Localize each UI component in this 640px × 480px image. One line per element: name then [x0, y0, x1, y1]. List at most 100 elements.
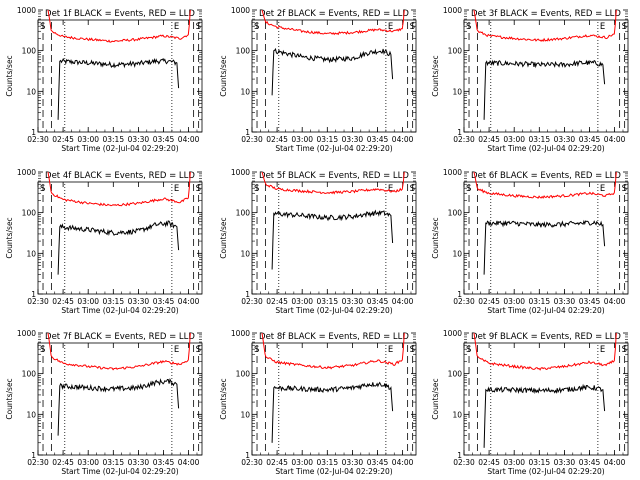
y-tick-label: 1000 [17, 6, 36, 15]
plot-frame [251, 181, 417, 295]
y-tick-label: 1 [31, 128, 36, 137]
x-tick-label: 03:30 [342, 297, 364, 306]
y-tick-label: 10 [240, 410, 250, 419]
x-tick-label: 03:00 [291, 297, 313, 306]
y-axis-label: Counts/sec [219, 217, 228, 258]
x-tick-label: 03:15 [102, 297, 124, 306]
y-tick-label: 1000 [231, 329, 250, 338]
x-tick-label: 03:30 [128, 458, 150, 467]
x-tick-label: 03:30 [554, 297, 576, 306]
x-tick-label: 03:30 [554, 135, 576, 144]
y-tick-label: 10 [452, 249, 462, 258]
y-tick-label: 10 [452, 410, 462, 419]
x-tick-label: 03:45 [579, 297, 601, 306]
x-axis-label: Start Time (02-Jul-04 02:29:20) [487, 306, 604, 315]
lld-series-line [47, 171, 191, 207]
y-tick-label: 100 [448, 47, 463, 56]
x-tick-label: 02:30 [241, 297, 263, 306]
plot-frame [251, 19, 417, 133]
y-tick-label: 1 [245, 290, 250, 299]
flag-label: S [40, 22, 45, 32]
detector-panel-3: Det 3f BLACK = Events, RED = LLD 1 10 100 10… [431, 6, 629, 153]
flag-label: E [174, 184, 179, 194]
x-tick-label: 03:00 [291, 458, 313, 467]
x-tick-label: 02:45 [52, 458, 74, 467]
y-axis-label: Counts/sec [431, 217, 440, 258]
panel-title: Det 7f BLACK = Events, RED = LLD [45, 332, 195, 342]
y-axis-label: Counts/sec [5, 55, 14, 96]
detector-panel-9: Det 9f BLACK = Events, RED = LLD 1 10 100 10… [431, 329, 629, 476]
y-tick-label: 1000 [17, 329, 36, 338]
lld-series-line [47, 332, 191, 371]
x-tick-label: 03:00 [503, 135, 525, 144]
x-tick-label: 04:00 [178, 297, 200, 306]
detector-panel-8: Det 8f BLACK = Events, RED = LLD 1 10 100 10… [219, 329, 417, 476]
x-tick-label: 04:00 [604, 297, 626, 306]
x-axis-label: Start Time (02-Jul-04 02:29:20) [275, 306, 392, 315]
y-tick-label: 100 [236, 47, 251, 56]
flag-label: S [466, 345, 471, 355]
lld-series-line [261, 171, 405, 195]
y-tick-label: 10 [26, 87, 36, 96]
y-tick-label: 100 [236, 209, 251, 218]
y-axis-label: Counts/sec [5, 217, 14, 258]
events-series-line [271, 47, 394, 96]
y-tick-label: 100 [448, 209, 463, 218]
plot-frame [463, 181, 629, 295]
flag-label: S [254, 184, 259, 194]
x-tick-label: 03:30 [342, 135, 364, 144]
events-series-line [57, 57, 180, 120]
x-tick-label: 03:00 [503, 458, 525, 467]
y-tick-label: 100 [22, 47, 37, 56]
x-tick-label: 02:45 [266, 458, 288, 467]
y-tick-label: 1 [457, 290, 462, 299]
flag-label: S [622, 22, 627, 32]
x-tick-label: 02:45 [266, 297, 288, 306]
panel-title: Det 1f BLACK = Events, RED = LLD [45, 9, 195, 19]
detector-panel-6: Det 6f BLACK = Events, RED = LLD 1 10 100 10… [431, 168, 629, 315]
x-tick-label: 03:30 [342, 458, 364, 467]
flag-label: E [600, 22, 605, 32]
detector-panel-2: Det 2f BLACK = Events, RED = LLD 1 10 100 10… [219, 6, 417, 153]
flag-label: E [600, 184, 605, 194]
x-axis-label: Start Time (02-Jul-04 02:29:20) [487, 467, 604, 476]
x-tick-label: 04:00 [604, 458, 626, 467]
x-axis-label: Start Time (02-Jul-04 02:29:20) [275, 467, 392, 476]
x-tick-label: 03:15 [316, 297, 338, 306]
flag-label: S [410, 345, 415, 355]
x-tick-label: 03:15 [102, 135, 124, 144]
x-tick-label: 03:15 [528, 297, 550, 306]
x-tick-label: 03:15 [316, 135, 338, 144]
x-tick-label: 03:15 [102, 458, 124, 467]
flag-label: S [40, 345, 45, 355]
x-tick-label: 03:00 [503, 297, 525, 306]
panel-title: Det 4f BLACK = Events, RED = LLD [45, 171, 195, 181]
x-tick-label: 04:00 [178, 458, 200, 467]
y-tick-label: 100 [22, 209, 37, 218]
flag-label: S [196, 345, 201, 355]
plot-frame [463, 19, 629, 133]
y-tick-label: 1 [245, 451, 250, 460]
x-axis-label: Start Time (02-Jul-04 02:29:20) [61, 144, 178, 153]
y-tick-label: 10 [26, 249, 36, 258]
y-tick-label: 1000 [443, 329, 462, 338]
flag-label: S [622, 184, 627, 194]
detector-panel-4: Det 4f BLACK = Events, RED = LLD 1 10 100 10… [5, 168, 203, 315]
x-tick-label: 02:45 [478, 458, 500, 467]
lld-series-line [261, 332, 405, 370]
y-tick-label: 1000 [231, 6, 250, 15]
flag-label: E [388, 345, 393, 355]
x-tick-label: 03:45 [153, 297, 175, 306]
events-series-line [57, 220, 180, 275]
plot-frame [37, 342, 203, 456]
y-tick-label: 1 [31, 290, 36, 299]
x-tick-label: 03:15 [528, 135, 550, 144]
y-tick-label: 100 [236, 370, 251, 379]
x-tick-label: 03:30 [128, 297, 150, 306]
flag-label: S [622, 345, 627, 355]
flag-label: S [40, 184, 45, 194]
x-tick-label: 03:15 [316, 458, 338, 467]
panel-title: Det 2f BLACK = Events, RED = LLD [259, 9, 409, 19]
x-tick-label: 03:45 [153, 458, 175, 467]
flag-label: S [196, 22, 201, 32]
